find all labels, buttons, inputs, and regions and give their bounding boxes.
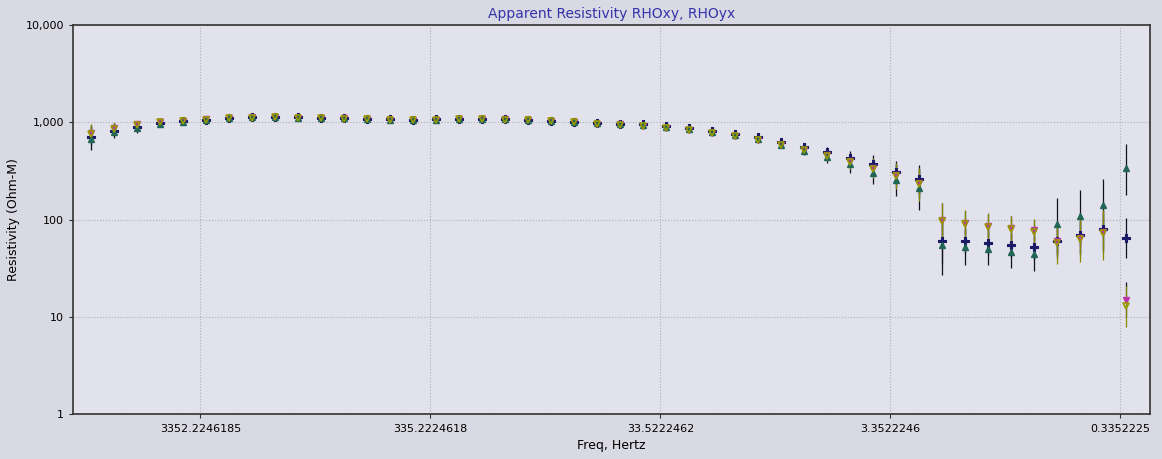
X-axis label: Freq, Hertz: Freq, Hertz — [578, 439, 646, 452]
Title: Apparent Resistivity RHOxy, RHOyx: Apparent Resistivity RHOxy, RHOyx — [488, 7, 734, 21]
Y-axis label: Resistivity (Ohm-M): Resistivity (Ohm-M) — [7, 158, 20, 281]
